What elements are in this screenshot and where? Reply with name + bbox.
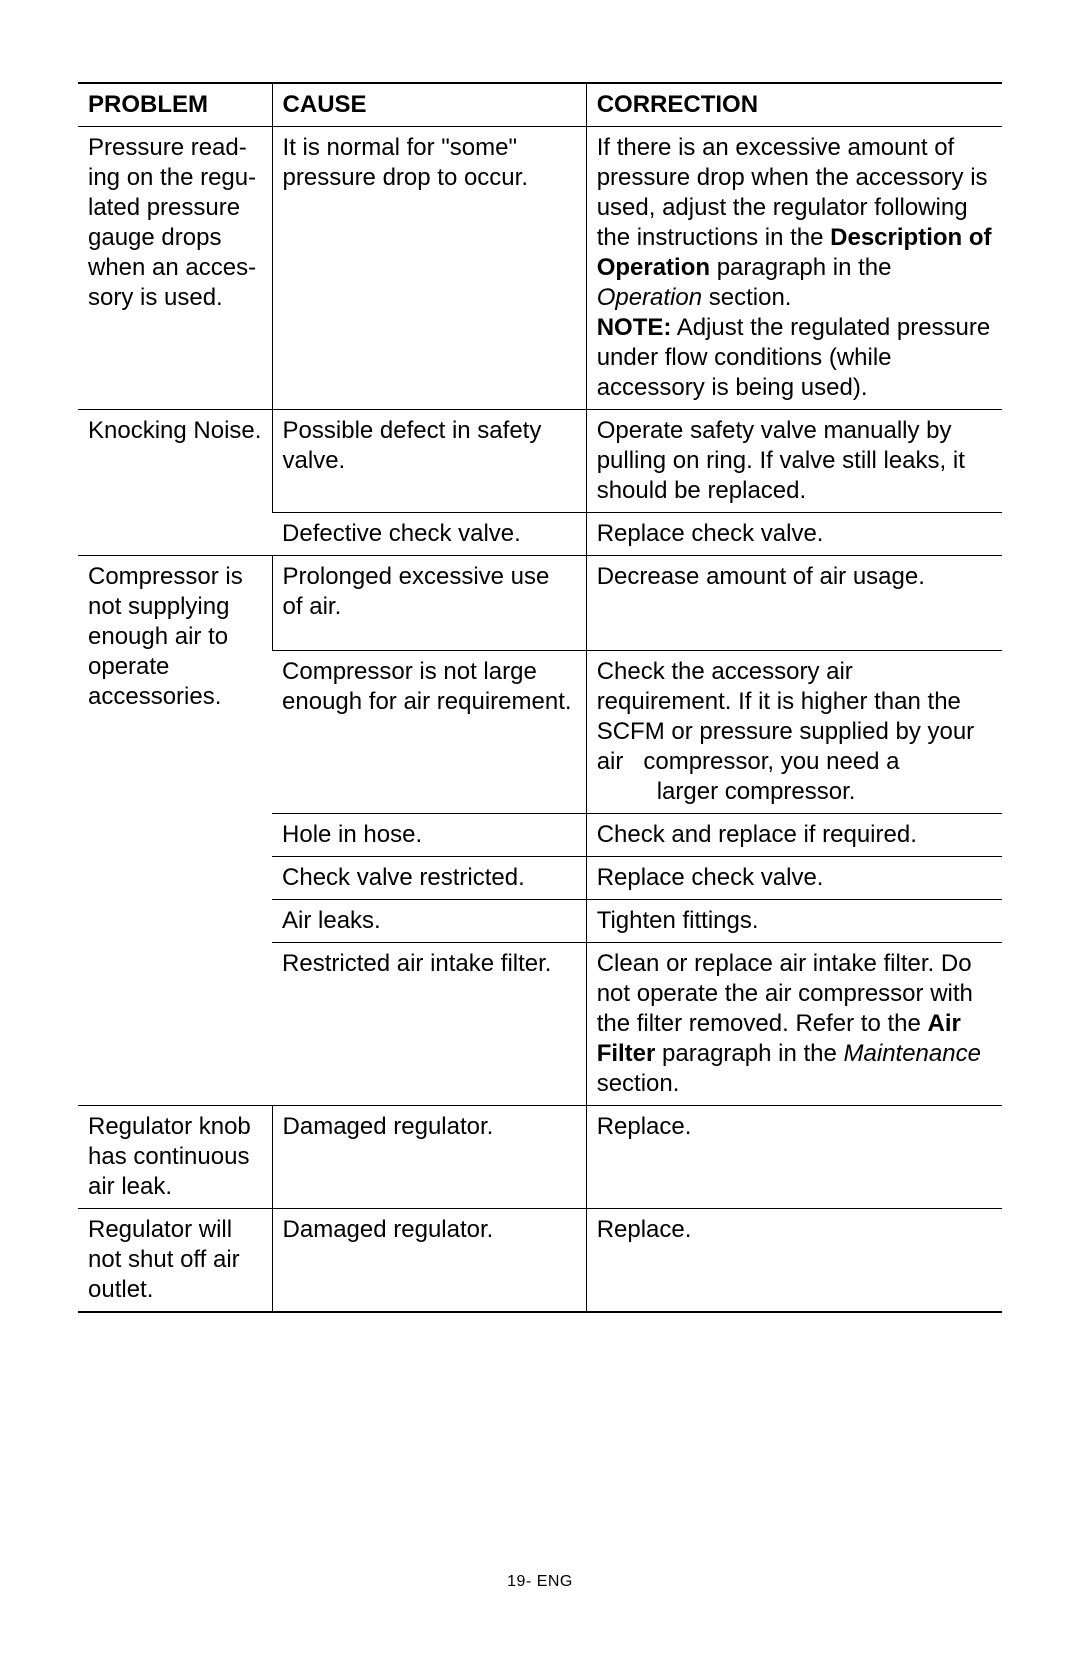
cell-cause: Possible defect in safety valve. <box>272 410 586 513</box>
cell-correction: If there is an excessive amount of press… <box>586 127 1002 410</box>
table-row: Compressor is not supplying enough air t… <box>78 556 1002 651</box>
note-label: NOTE: <box>597 314 672 341</box>
cell-cause: Restricted air intake filter. <box>272 943 586 1106</box>
cell-problem: Knocking Noise. <box>78 410 272 556</box>
table-header-row: PROBLEM CAUSE CORRECTION <box>78 83 1002 127</box>
cell-correction: Check the accessory air requirement. If … <box>586 651 1002 814</box>
text: paragraph in the <box>655 1040 843 1067</box>
cell-problem: Regulator will not shut off air outlet. <box>78 1209 272 1313</box>
page-footer: 19- ENG <box>78 1573 1002 1591</box>
cell-cause: Check valve restricted. <box>272 857 586 900</box>
cell-correction: Replace. <box>586 1209 1002 1313</box>
cell-cause: Prolonged excessive use of air. <box>272 556 586 651</box>
text-italic: Operation <box>597 284 702 311</box>
table-row: Pressure read­ing on the regu­lated pres… <box>78 127 1002 410</box>
cell-correction: Replace. <box>586 1106 1002 1209</box>
text-italic: Maintenance <box>844 1040 981 1067</box>
header-cause: CAUSE <box>272 83 586 127</box>
cell-correction: Clean or replace air intake filter. Do n… <box>586 943 1002 1106</box>
header-problem: PROBLEM <box>78 83 272 127</box>
cell-problem: Compressor is not supplying enough air t… <box>78 556 272 1106</box>
cell-cause: Compressor is not large enough for air r… <box>272 651 586 814</box>
cell-cause: Hole in hose. <box>272 814 586 857</box>
cell-correction: Operate safety valve manually by pulling… <box>586 410 1002 513</box>
text: Clean or replace air intake filter. Do n… <box>597 950 973 1037</box>
text: paragraph in the <box>710 254 891 281</box>
troubleshoot-table: PROBLEM CAUSE CORRECTION Pressure read­i… <box>78 82 1002 1313</box>
header-correction: CORRECTION <box>586 83 1002 127</box>
cell-correction: Check and replace if required. <box>586 814 1002 857</box>
cell-cause: It is normal for "some" pressure drop to… <box>272 127 586 410</box>
cell-problem: Regulator knob has continuous air leak. <box>78 1106 272 1209</box>
table-row: Regulator knob has continuous air leak. … <box>78 1106 1002 1209</box>
cell-correction: Replace check valve. <box>586 857 1002 900</box>
page: PROBLEM CAUSE CORRECTION Pressure read­i… <box>0 0 1080 1591</box>
table-row: Knocking Noise. Possible defect in safet… <box>78 410 1002 513</box>
cell-correction: Replace check valve. <box>586 513 1002 556</box>
table-row: Regulator will not shut off air outlet. … <box>78 1209 1002 1313</box>
text: section. <box>597 1070 680 1097</box>
text: section. <box>702 284 791 311</box>
cell-cause: Damaged regulator. <box>272 1106 586 1209</box>
cell-cause: Defective check valve. <box>272 513 586 556</box>
cell-problem: Pressure read­ing on the regu­lated pres… <box>78 127 272 410</box>
cell-correction: Decrease amount of air usage. <box>586 556 1002 651</box>
cell-cause: Air leaks. <box>272 900 586 943</box>
cell-correction: Tighten fittings. <box>586 900 1002 943</box>
cell-cause: Damaged regulator. <box>272 1209 586 1313</box>
